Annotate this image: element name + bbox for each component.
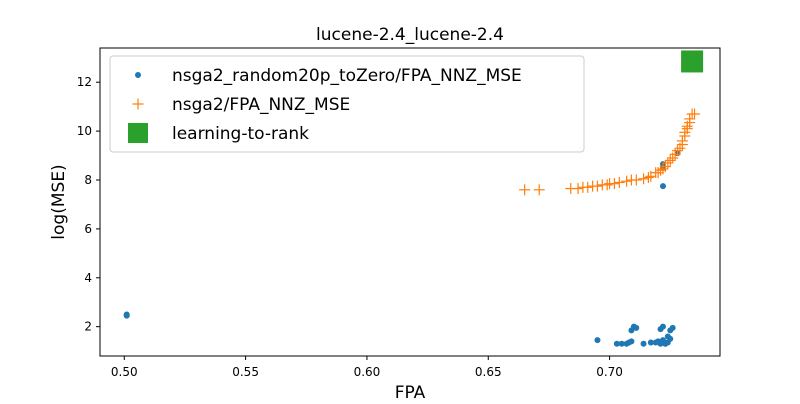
data-point [689,108,701,120]
data-point [630,174,642,186]
series-1 [519,108,701,196]
legend-entry: learning-to-rank [128,123,309,144]
x-tick-label: 0.70 [596,365,623,379]
legend-label: nsga2_random20p_toZero/FPA_NNZ_MSE [172,66,522,86]
data-point [642,172,654,184]
data-point [591,180,603,192]
data-point [613,340,620,347]
plot-marks [123,50,704,347]
legend-marker [135,72,141,78]
y-tick-label: 10 [77,124,92,138]
y-tick-label: 8 [84,173,92,187]
x-tick-label: 0.50 [111,365,138,379]
plot-frame [99,47,721,357]
y-tick-label: 6 [84,222,92,236]
x-axis: 0.50 0.55 0.60 0.65 0.70 [111,356,623,379]
y-tick-label: 2 [84,320,92,334]
y-tick-label: 12 [77,75,92,89]
data-point [667,335,674,342]
data-point [664,154,676,166]
x-tick-label: 0.60 [354,365,381,379]
data-point [640,340,647,347]
data-point [533,184,545,196]
y-axis-label: log(MSE) [49,164,69,239]
data-point [594,337,601,344]
legend-entry: nsga2_random20p_toZero/FPA_NNZ_MSE [135,66,522,86]
data-point [672,145,684,157]
y-axis: 2 4 6 8 10 12 [77,75,100,334]
legend: nsga2_random20p_toZero/FPA_NNZ_MSE nsga2/… [109,55,585,153]
data-point [657,163,669,175]
legend-marker [132,98,144,110]
data-point [657,340,664,347]
data-point [582,181,594,193]
y-tick-label: 4 [84,271,92,285]
data-point [628,338,635,345]
data-point [633,324,640,331]
data-point [519,184,531,196]
legend-marker [128,123,148,143]
data-point [662,157,674,169]
data-point [613,176,625,188]
data-point [681,50,704,73]
x-axis-label: FPA [395,383,426,400]
series-2 [681,50,704,73]
data-point [659,183,666,190]
legend-label: learning-to-rank [172,124,309,144]
data-point [647,339,654,346]
legend-box [109,55,585,153]
x-tick-label: 0.65 [475,365,502,379]
data-point [572,183,584,195]
data-point [621,175,633,187]
data-point [123,312,130,319]
data-point [659,323,666,330]
data-point [669,324,676,331]
data-point [638,173,650,185]
chart-title: lucene-2.4_lucene-2.4 [316,25,504,45]
x-tick-label: 0.55 [232,365,259,379]
legend-label: nsga2/FPA_NNZ_MSE [172,95,350,115]
data-point [676,135,688,147]
data-point [618,340,625,347]
data-point [608,178,620,190]
data-point [601,179,613,191]
series-0 [123,150,681,347]
data-point [684,113,696,125]
legend-entry: nsga2/FPA_NNZ_MSE [132,95,350,115]
